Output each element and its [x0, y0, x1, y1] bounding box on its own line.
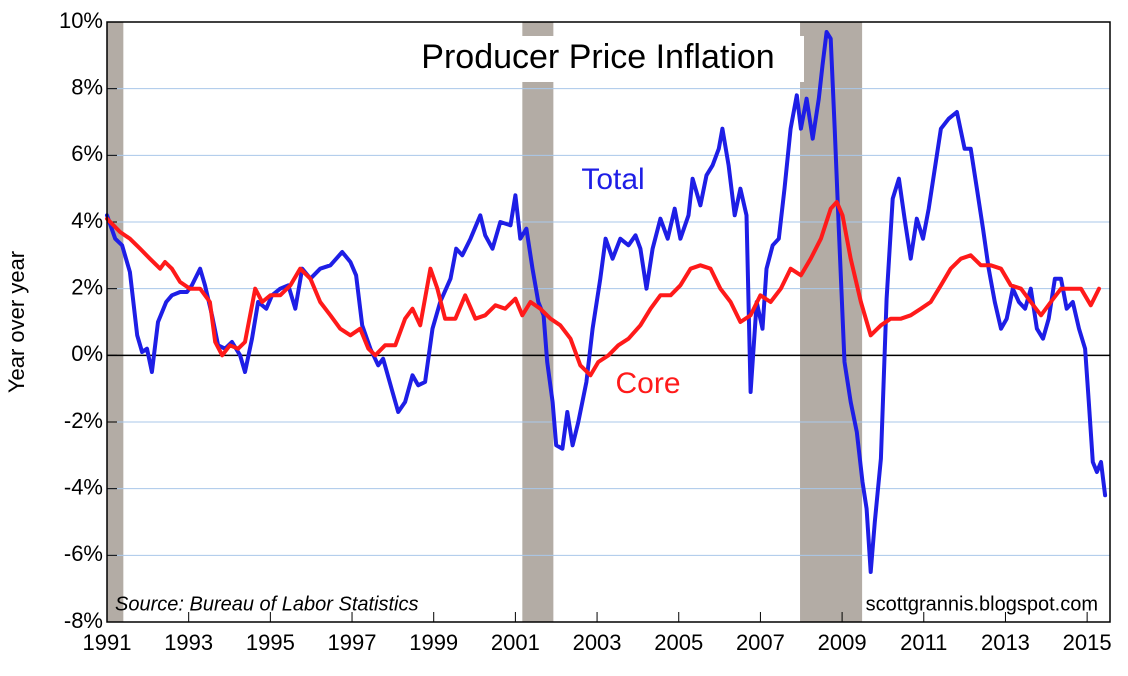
title-box: [392, 36, 804, 82]
y-tick-label: -4%: [64, 474, 103, 499]
watermark: scottgrannis.blogspot.com: [866, 593, 1098, 615]
x-tick-label: 2001: [491, 630, 540, 655]
x-tick-label: 2013: [981, 630, 1030, 655]
chart-title: Producer Price Inflation: [421, 38, 774, 76]
plot-area: -8% -6% -4% -2% 0% 2% 4% 6% 8% 10% 1991 1993 1995 199…: [59, 8, 1112, 655]
y-tick-label: 0%: [71, 341, 103, 366]
y-tick-label: -2%: [64, 408, 103, 433]
x-tick-label: 2007: [736, 630, 785, 655]
y-tick-label: 10%: [59, 8, 103, 33]
x-tick-label: 2015: [1063, 630, 1112, 655]
x-tick-label: 1997: [328, 630, 377, 655]
y-tick-label: 4%: [71, 208, 103, 233]
x-tick-label: 1993: [164, 630, 213, 655]
recession-band: [107, 22, 124, 622]
plot-frame: [106, 21, 1111, 623]
x-tick-label: 1999: [409, 630, 458, 655]
x-tick-label: 2009: [818, 630, 867, 655]
y-tick-label: 8%: [71, 74, 103, 99]
y-tick-label: -8%: [64, 608, 103, 633]
y-tick-label: -6%: [64, 541, 103, 566]
y-axis-label: Year over year: [4, 251, 29, 393]
x-tick-label: 1995: [246, 630, 295, 655]
y-tick-label: 2%: [71, 274, 103, 299]
x-tick-label: 2011: [900, 630, 947, 655]
y-tick-label: 6%: [71, 141, 103, 166]
series-label: Total: [581, 163, 644, 196]
source-note: Source: Bureau of Labor Statistics: [115, 593, 419, 615]
x-tick-label: 2003: [573, 630, 622, 655]
series-label: Core: [615, 367, 680, 400]
recession-band: [522, 22, 554, 622]
x-tick-label: 1991: [83, 630, 132, 655]
series-line: [105, 30, 1108, 574]
series-line: [105, 200, 1101, 378]
x-tick-label: 2005: [654, 630, 703, 655]
